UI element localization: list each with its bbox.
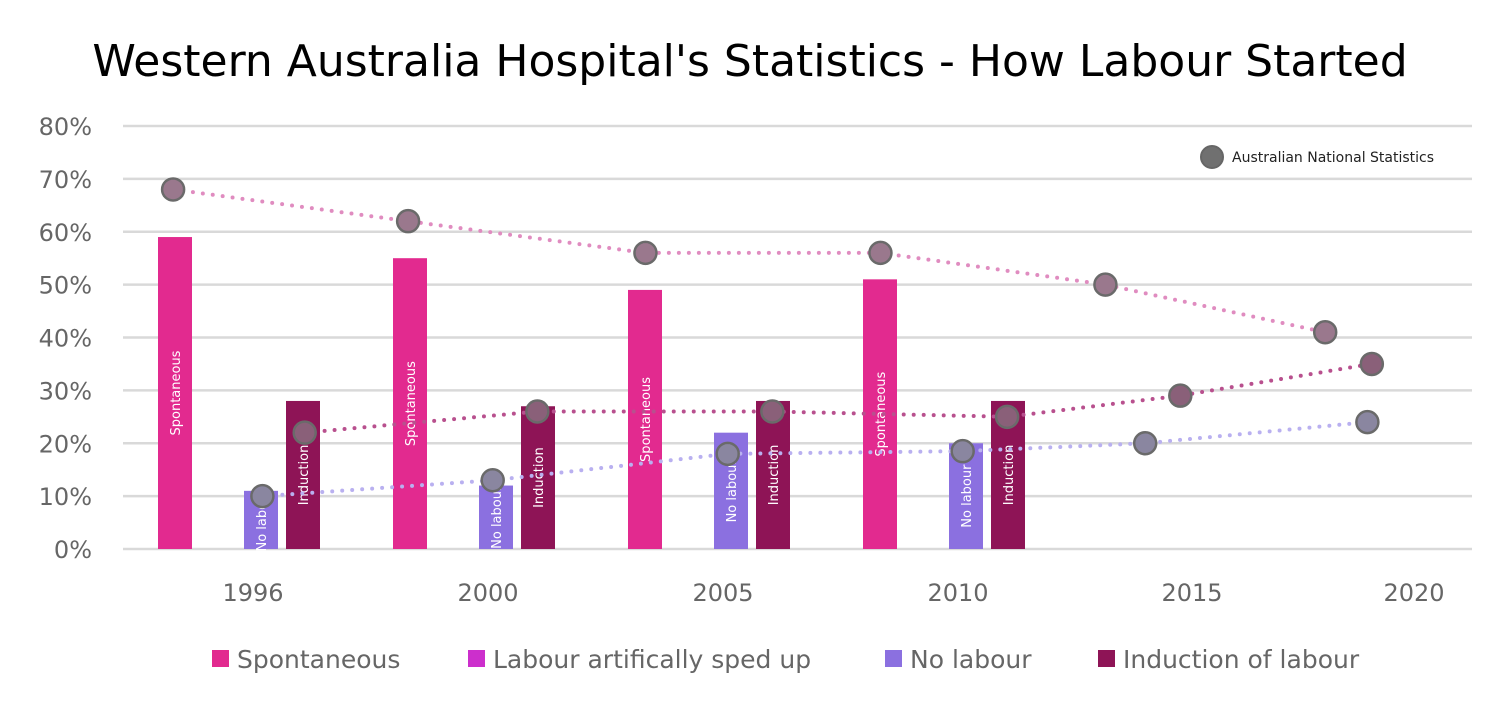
national-data-point-shade — [635, 242, 656, 263]
y-tick-label: 30% — [39, 377, 92, 405]
national-data-point-shade — [482, 470, 503, 491]
y-tick-label: 10% — [39, 483, 92, 511]
legend-swatch — [212, 650, 229, 667]
national-data-point-shade — [527, 401, 548, 422]
legend-label: Spontaneous — [237, 645, 400, 674]
national-data-point-shade — [717, 443, 738, 464]
bars: Spontaneous Spontaneous Spontaneous Spontan… — [158, 237, 1025, 552]
legend-swatch — [885, 650, 902, 667]
national-legend-label: Australian National Statistics — [1232, 150, 1434, 166]
national-data-point-shade — [870, 242, 891, 263]
bar-no-labour — [479, 485, 513, 549]
bar-label: Induction — [297, 445, 312, 506]
national-data-point-shade — [952, 441, 973, 462]
bar-spontaneous — [158, 237, 192, 549]
bar-spontaneous — [863, 279, 897, 549]
national-trend-line — [171, 187, 1328, 335]
national-data-point-shade — [252, 486, 273, 507]
legend-label: Labour artifically sped up — [493, 645, 811, 674]
national-data-point-shade — [762, 401, 783, 422]
national-data-point-shade — [294, 422, 315, 443]
y-tick-label: 50% — [39, 272, 92, 300]
x-tick-label: 2010 — [927, 579, 988, 607]
x-tick-label: 2020 — [1383, 579, 1444, 607]
bar-label: Induction — [532, 447, 547, 508]
bar-label: Spontaneous — [404, 361, 419, 446]
bar-label: No labour — [960, 464, 975, 528]
bar-induction-of-labour — [521, 406, 555, 549]
legend-swatch — [1098, 650, 1115, 667]
national-trend-line — [302, 361, 1374, 435]
national-data-point-shade — [1361, 353, 1382, 374]
bar-label: Spontaneous — [874, 371, 889, 456]
y-tick-label: 70% — [39, 166, 92, 194]
x-tick-label: 1996 — [222, 579, 283, 607]
bar-label: Induction — [1002, 445, 1017, 506]
x-tick-label: 2000 — [457, 579, 518, 607]
y-tick-label: 80% — [39, 113, 92, 141]
bar-spontaneous — [628, 289, 662, 549]
national-data-point-shade — [1170, 385, 1191, 406]
national-legend: Australian National Statistics — [1200, 145, 1434, 169]
national-data-point-shade — [1095, 274, 1116, 295]
legend[interactable]: Spontaneous Labour artifically sped up No … — [212, 645, 1360, 674]
x-tick-label: 2015 — [1161, 579, 1222, 607]
legend-label: Induction of labour — [1123, 645, 1360, 674]
y-tick-label: 20% — [39, 430, 92, 458]
chart-title: Western Australia Hospital's Statistics … — [92, 36, 1407, 87]
x-axis-ticks: 1996 2000 2005 2010 2015 2020 — [222, 579, 1444, 607]
national-trend-line — [260, 420, 1370, 499]
national-data-point-shade — [1315, 322, 1336, 343]
bar-label: No labour — [490, 485, 505, 549]
national-data-point-shade — [163, 179, 184, 200]
bar-label: Induction — [767, 445, 782, 506]
y-tick-label: 0% — [54, 536, 92, 564]
y-tick-label: 60% — [39, 219, 92, 247]
national-data-point-shade — [398, 211, 419, 232]
national-data-point-shade — [997, 406, 1018, 427]
y-axis-ticks: 0% 10% 20% 30% 40% 50% 60% 70% 80% — [39, 113, 92, 564]
legend-label: No labour — [910, 645, 1032, 674]
national-legend-marker — [1200, 145, 1224, 169]
legend-swatch — [468, 650, 485, 667]
bar-spontaneous — [393, 258, 427, 549]
bar-label: Spontaneous — [639, 377, 654, 462]
bar-label: Spontaneous — [169, 350, 184, 435]
x-tick-label: 2005 — [692, 579, 753, 607]
gridlines — [123, 124, 1472, 551]
y-tick-label: 40% — [39, 325, 92, 353]
national-lines — [160, 177, 1385, 509]
national-data-point-shade — [1357, 412, 1378, 433]
bar-label: No labour — [725, 459, 740, 523]
bar-induction-of-labour — [756, 400, 790, 549]
national-data-point-shade — [1135, 433, 1156, 454]
